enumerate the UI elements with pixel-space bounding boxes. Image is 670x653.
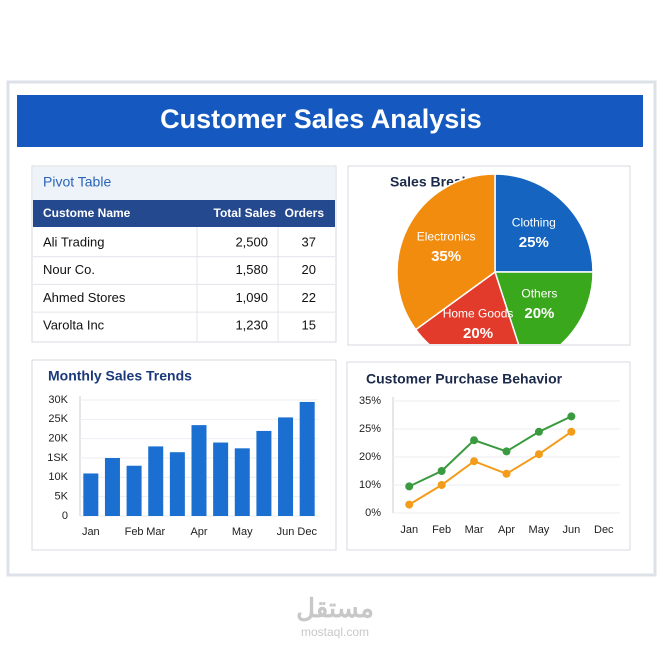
point: [567, 412, 576, 421]
cell: Ahmed Stores: [43, 290, 126, 305]
pie-slice: [396, 173, 496, 331]
bar: [126, 465, 142, 516]
cell: 1,090: [235, 290, 268, 305]
slice-value: 35%: [431, 248, 461, 265]
cell: 22: [302, 290, 316, 305]
slice-value: 25%: [519, 234, 549, 251]
x-tick-label: May: [232, 526, 253, 538]
bar: [234, 448, 250, 516]
cell: 15: [302, 318, 316, 333]
header-bar: [17, 95, 643, 147]
column-header: Orders: [285, 206, 325, 220]
point: [502, 469, 511, 478]
y-tick-label: 20%: [359, 451, 381, 463]
line-panel: [346, 361, 631, 551]
cell: 20: [302, 262, 316, 277]
point: [534, 427, 543, 436]
bar: [104, 458, 120, 516]
x-tick-label: Mar: [465, 524, 484, 536]
chart-title: Customer Purchase Behavior: [366, 371, 563, 387]
x-tick-label: Mar: [146, 526, 165, 538]
point: [470, 457, 479, 466]
x-tick-label: Apr: [190, 526, 207, 538]
x-tick-label: Dec: [594, 524, 614, 536]
y-tick-label: 35%: [359, 395, 381, 407]
y-tick-label: 0%: [365, 507, 381, 519]
bar: [278, 417, 294, 516]
pie-slice: [493, 271, 594, 344]
y-tick-label: 1SK: [47, 452, 68, 464]
chart-title: Monthly Sales Trends: [48, 368, 192, 384]
table-title: Pivot Table: [43, 174, 111, 190]
y-tick-label: 20K: [48, 433, 68, 445]
y-tick-label: 30K: [48, 394, 68, 406]
slice-label: Clothing: [512, 215, 556, 229]
bar: [256, 430, 272, 516]
cell: 2,500: [235, 234, 268, 249]
y-tick-label: 10K: [48, 471, 68, 483]
cell: Varolta Inc: [43, 318, 105, 333]
page-title: Customer Sales Analysis: [160, 104, 482, 134]
cell: 37: [302, 234, 316, 249]
bar: [148, 446, 164, 516]
slice-value: 20%: [463, 325, 493, 342]
table-title-bg: [33, 167, 335, 200]
pie-slice: [494, 173, 594, 273]
point: [437, 481, 446, 489]
point: [405, 500, 414, 509]
x-tick-label: Dec: [297, 526, 317, 538]
slice-label: Electronics: [417, 229, 476, 243]
y-tick-label: 10%: [359, 479, 381, 491]
pie-slice: [414, 270, 520, 344]
bar: [169, 452, 185, 516]
cell: 1,580: [235, 262, 268, 277]
table-header-row: [33, 200, 335, 227]
y-tick-label: 25K: [48, 413, 68, 425]
cell: Ali Trading: [43, 234, 104, 249]
bar: [191, 425, 207, 516]
x-tick-label: Jun: [277, 526, 295, 538]
point: [470, 436, 479, 445]
watermark: mostaql.com: [301, 625, 369, 639]
watermark: مستقل: [296, 593, 374, 623]
point: [567, 427, 576, 436]
y-tick-label: 25%: [359, 423, 381, 435]
point: [534, 450, 543, 459]
y-tick-label: 5K: [55, 491, 69, 503]
column-header: Total Sales: [214, 206, 277, 220]
x-tick-label: May: [529, 524, 550, 536]
x-tick-label: Apr: [498, 524, 515, 536]
x-tick-label: Jan: [400, 524, 418, 536]
x-tick-label: Jan: [82, 526, 100, 538]
cell: 1,230: [235, 318, 268, 333]
x-tick-label: Jun: [562, 524, 580, 536]
x-tick-label: Feb: [432, 524, 451, 536]
point: [437, 467, 446, 475]
point: [502, 447, 511, 456]
bar: [83, 473, 99, 516]
slice-value: 20%: [524, 305, 554, 322]
y-tick-label: 0: [62, 510, 68, 522]
slice-label: Others: [521, 286, 557, 300]
pie: Clothing 25% Others 20% Home Goods 20% Electro…: [396, 173, 594, 344]
slice-label: Home Goods: [443, 306, 514, 320]
line: [408, 415, 572, 488]
x-tick-label: Feb: [125, 526, 144, 538]
bar: [213, 442, 229, 516]
cell: Nour Co.: [43, 262, 95, 277]
point: [405, 482, 414, 491]
column-header: Custome Name: [43, 206, 131, 220]
line: [408, 430, 572, 506]
bar: [299, 401, 315, 516]
